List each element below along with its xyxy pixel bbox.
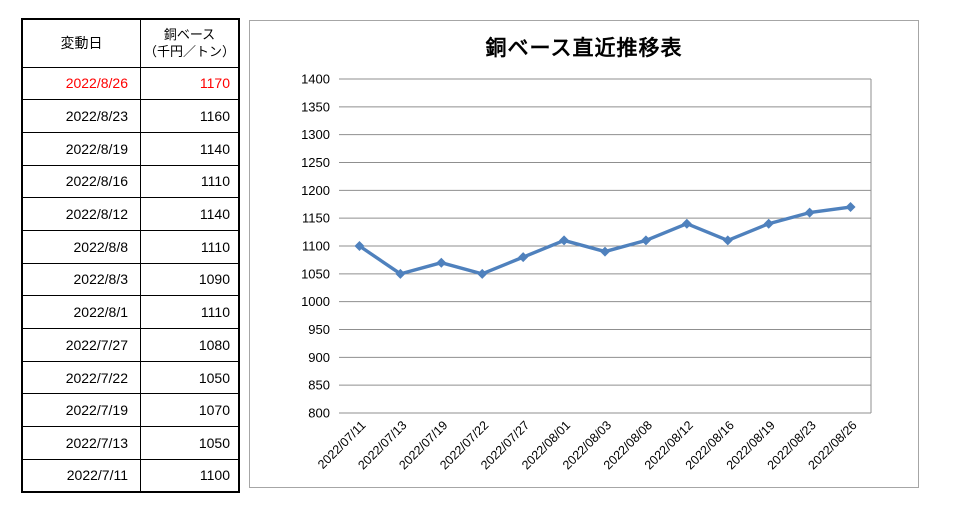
col-header-price[interactable]: 銅ベース （千円／トン） <box>140 18 240 68</box>
chart-title: 銅ベース直近推移表 <box>485 37 683 60</box>
table-row: 2022/7/13 1050 <box>21 426 240 460</box>
table-row: 2022/8/1 1110 <box>21 295 240 329</box>
y-axis-tick-label: 1200 <box>301 183 330 198</box>
y-axis-tick-label: 1050 <box>301 266 330 281</box>
data-point-marker <box>640 235 651 246</box>
y-axis-tick-label: 900 <box>308 350 330 365</box>
price-cell[interactable]: 1050 <box>140 426 240 460</box>
price-cell[interactable]: 1100 <box>140 458 240 493</box>
price-cell[interactable]: 1140 <box>140 197 240 231</box>
table-row: 2022/8/23 1160 <box>21 99 240 133</box>
data-point-marker <box>559 235 570 246</box>
date-cell[interactable]: 2022/7/27 <box>21 328 141 362</box>
y-axis-tick-label: 1150 <box>302 211 330 226</box>
y-axis-tick-label: 1400 <box>301 72 330 87</box>
y-axis-tick-label: 1250 <box>301 155 330 170</box>
y-axis-tick-label: 1350 <box>301 99 330 114</box>
table-row: 2022/7/27 1080 <box>21 328 240 362</box>
data-point-marker <box>477 268 488 279</box>
date-cell[interactable]: 2022/8/16 <box>21 164 141 199</box>
price-cell[interactable]: 1080 <box>140 328 240 362</box>
col-header-date-label: 変動日 <box>60 35 103 52</box>
data-point-marker <box>681 218 692 229</box>
date-cell[interactable]: 2022/8/1 <box>21 295 141 329</box>
data-point-marker <box>763 218 774 229</box>
trend-chart[interactable]: 銅ベース直近推移表 1400 1350 1300 1250 1200 1150 1100 10… <box>249 20 919 488</box>
y-axis-tick-label: 800 <box>308 406 330 421</box>
price-cell[interactable]: 1090 <box>140 262 240 297</box>
price-cell[interactable]: 1050 <box>140 360 240 395</box>
table-row: 2022/8/3 1090 <box>21 262 240 297</box>
table-header-row: 変動日 銅ベース （千円／トン） <box>21 18 240 68</box>
table-row: 2022/8/26 1170 <box>21 66 240 101</box>
data-point-marker <box>354 241 365 251</box>
date-cell[interactable]: 2022/7/22 <box>21 360 141 395</box>
table-row: 2022/7/11 1100 <box>21 458 240 493</box>
date-cell[interactable]: 2022/8/12 <box>21 197 141 231</box>
col-header-price-line1: 銅ベース <box>163 26 216 42</box>
y-axis-tick-label: 850 <box>308 378 330 393</box>
price-table: 変動日 銅ベース （千円／トン） 2022/8/26 1170 2022/8/23 1… <box>21 18 240 493</box>
col-header-price-line2: （千円／トン） <box>143 44 235 60</box>
price-cell[interactable]: 1160 <box>140 99 240 133</box>
table-row: 2022/8/12 1140 <box>21 197 240 231</box>
data-point-marker <box>722 235 733 246</box>
price-cell[interactable]: 1110 <box>140 229 240 264</box>
date-cell[interactable]: 2022/8/3 <box>21 262 141 297</box>
y-axis-tick-label: 1000 <box>301 294 330 309</box>
y-axis-tick-label: 1100 <box>302 239 330 254</box>
data-point-marker <box>436 257 447 268</box>
date-cell[interactable]: 2022/7/13 <box>21 426 141 460</box>
price-cell[interactable]: 1170 <box>140 66 240 101</box>
data-point-marker <box>600 246 610 257</box>
series-line <box>357 205 853 276</box>
table-row: 2022/8/19 1140 <box>21 131 240 166</box>
data-point-marker <box>518 252 529 263</box>
data-point-marker <box>804 207 815 218</box>
price-cell[interactable]: 1110 <box>140 164 240 199</box>
y-axis-tick-label: 1300 <box>301 127 330 142</box>
table-row: 2022/8/8 1110 <box>21 229 240 264</box>
table-row: 2022/8/16 1110 <box>21 164 240 199</box>
price-cell[interactable]: 1110 <box>140 295 240 329</box>
table-row: 2022/7/22 1050 <box>21 360 240 395</box>
data-point-marker <box>845 202 856 213</box>
price-cell[interactable]: 1070 <box>140 393 240 428</box>
date-cell[interactable]: 2022/8/23 <box>21 99 141 133</box>
price-cell[interactable]: 1140 <box>140 131 240 166</box>
table-row: 2022/7/19 1070 <box>21 393 240 428</box>
chart-plot-area: 1400 1350 1300 1250 1200 1150 1100 1050 1000 950 9… <box>301 72 872 472</box>
price-table-body: 2022/8/26 1170 2022/8/23 1160 2022/8/19 1140 2… <box>21 66 240 493</box>
col-header-date[interactable]: 変動日 <box>21 18 141 68</box>
date-cell[interactable]: 2022/8/26 <box>21 66 141 101</box>
date-cell[interactable]: 2022/7/19 <box>21 393 141 428</box>
date-cell[interactable]: 2022/7/11 <box>21 458 141 493</box>
date-cell[interactable]: 2022/8/19 <box>21 131 141 166</box>
y-axis-tick-label: 950 <box>308 322 330 337</box>
date-cell[interactable]: 2022/8/8 <box>21 229 141 264</box>
data-point-marker <box>395 268 406 279</box>
